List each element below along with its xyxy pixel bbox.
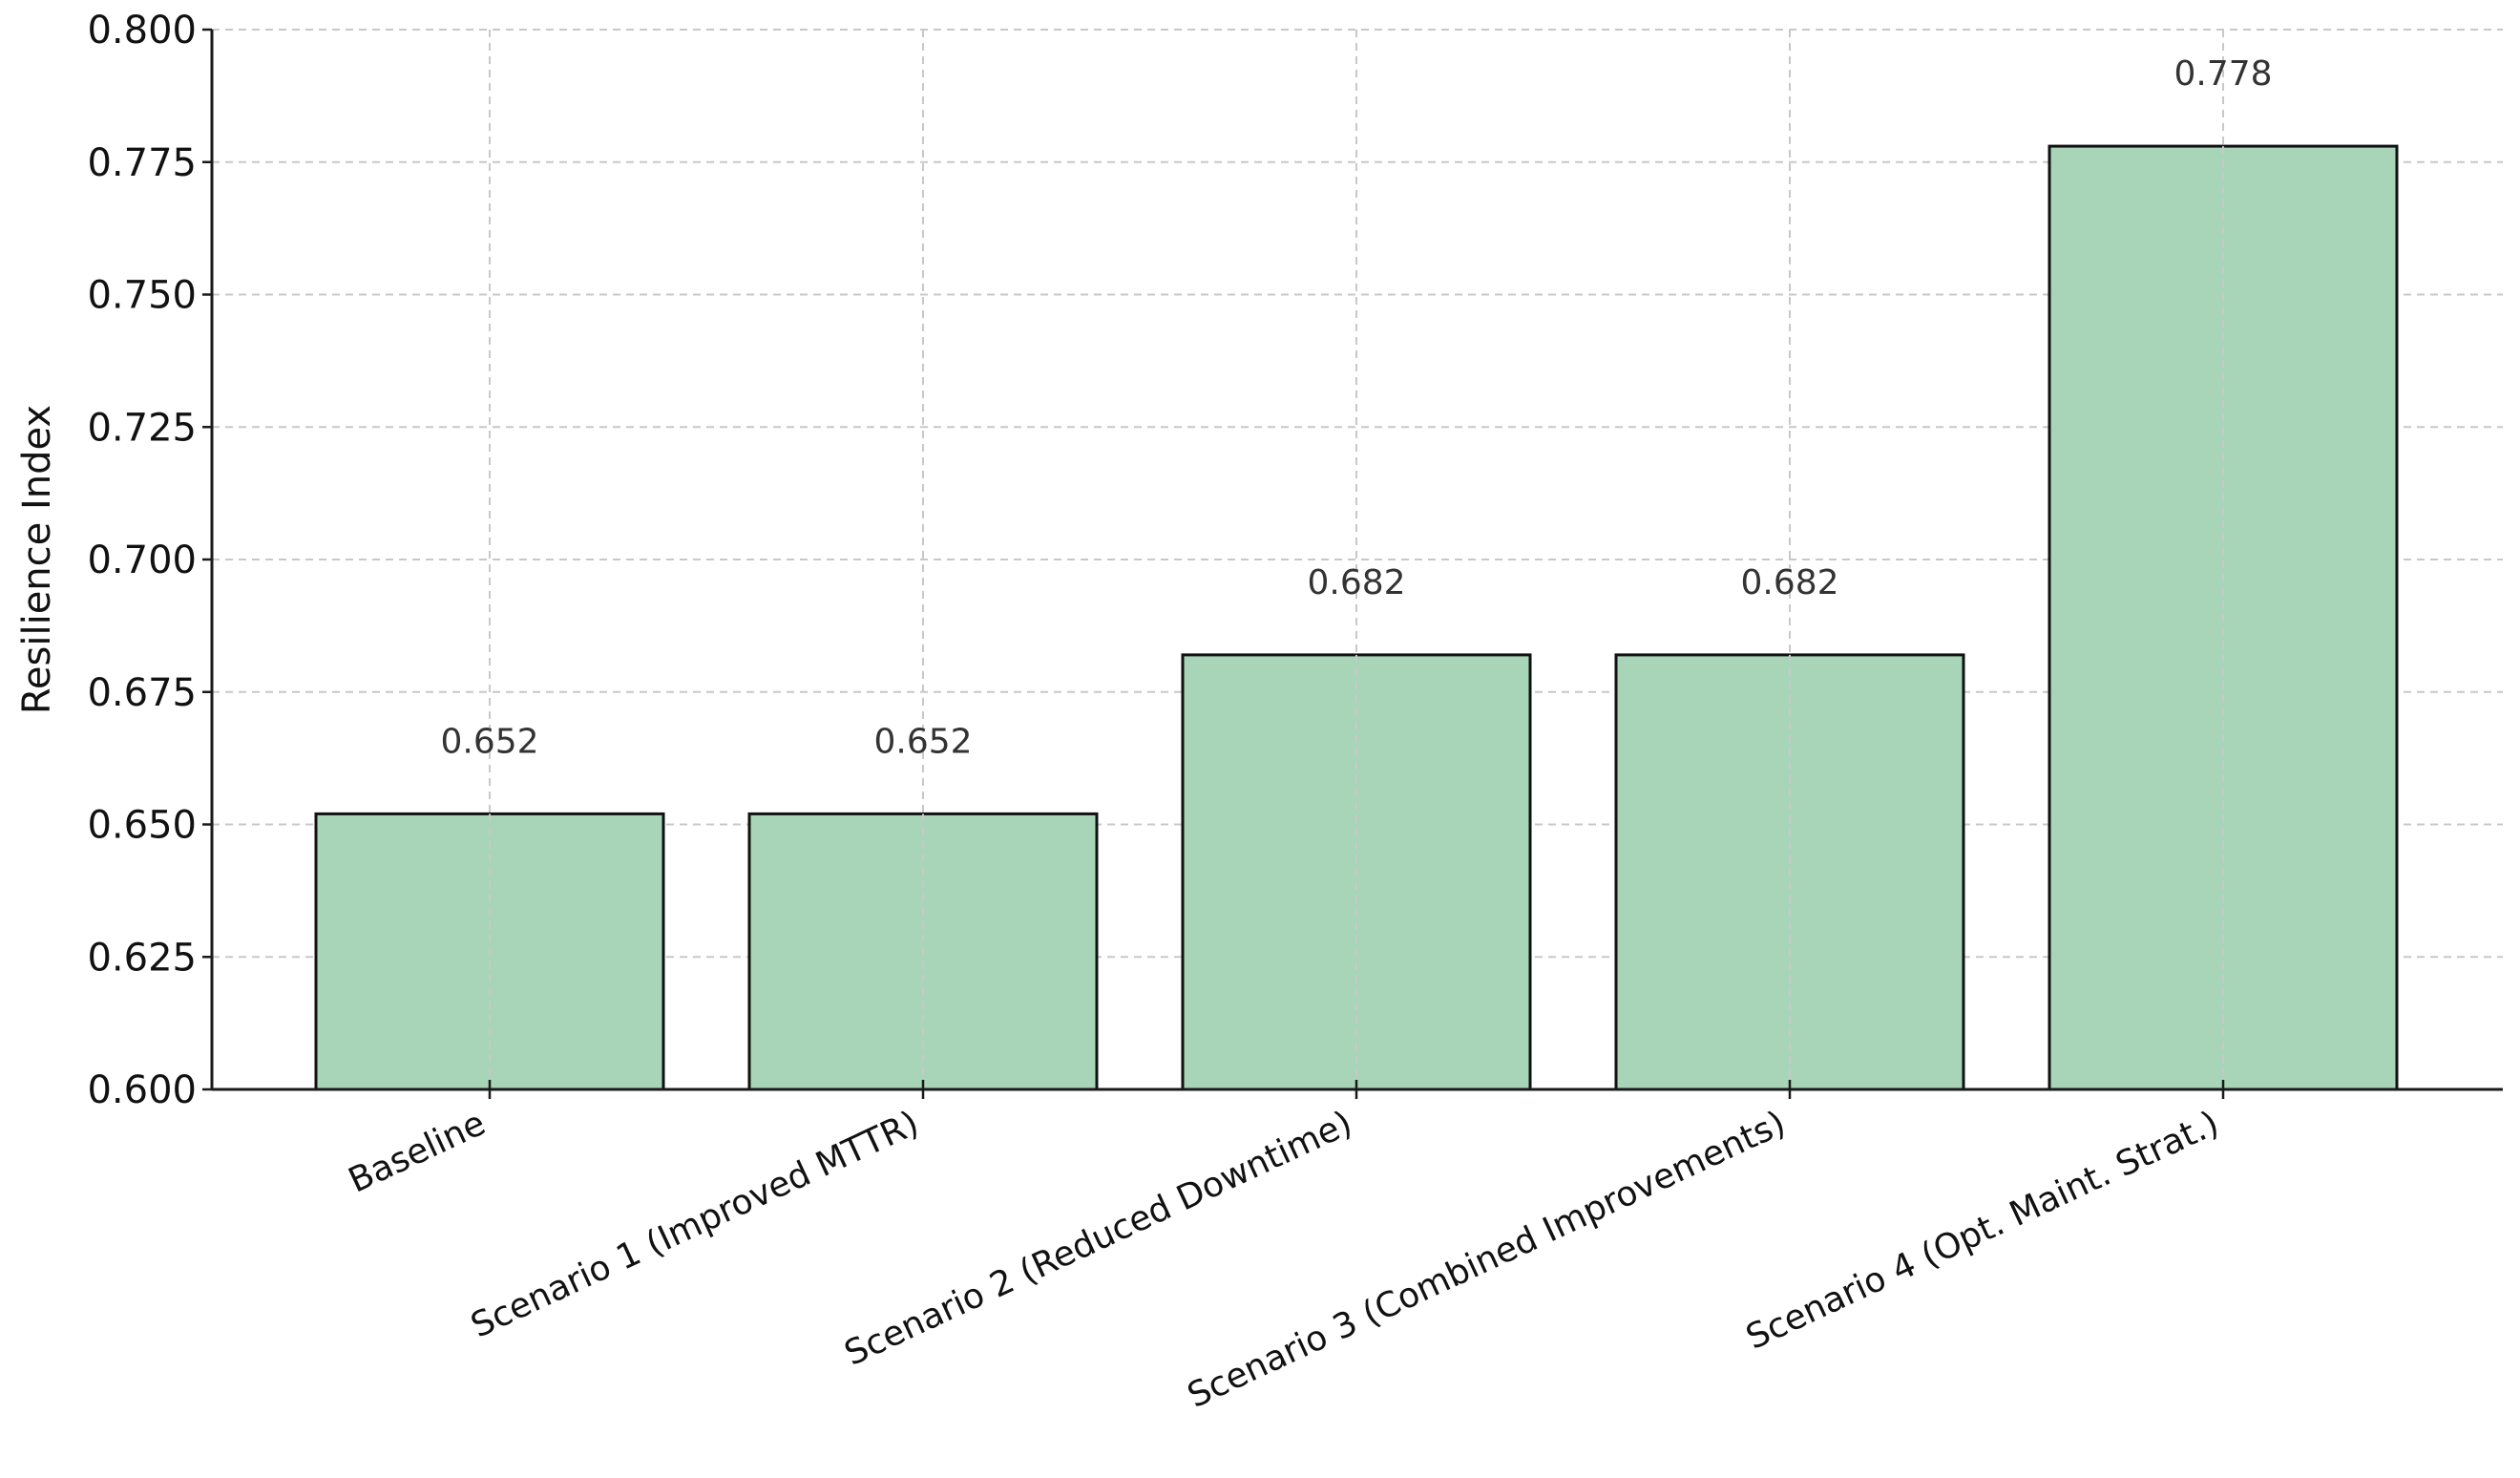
y-tick-label: 0.675 — [87, 671, 197, 715]
y-tick-label: 0.650 — [87, 804, 197, 848]
y-tick-label: 0.775 — [87, 141, 197, 185]
y-tick-label: 0.700 — [87, 538, 197, 582]
y-tick-label: 0.725 — [87, 406, 197, 450]
bar-value-label: 0.652 — [873, 722, 972, 761]
y-tick-label: 0.600 — [87, 1068, 197, 1112]
tick-layer — [202, 28, 2225, 1099]
x-category-label: Baseline — [343, 1104, 492, 1201]
y-axis-title: Resilience Index — [15, 405, 59, 714]
x-category-label: Scenario 4 (Opt. Maint. Strat.) — [1740, 1104, 2225, 1358]
y-tick-label: 0.800 — [87, 9, 197, 53]
y-tick-label: 0.750 — [87, 274, 197, 318]
y-tick-label: 0.625 — [87, 936, 197, 980]
bar-value-label: 0.682 — [1740, 563, 1838, 602]
x-category-label: Scenario 1 (Improved MTTR) — [465, 1104, 924, 1346]
bar-value-label: 0.652 — [440, 722, 538, 761]
bar-value-label: 0.778 — [2174, 54, 2272, 94]
x-category-label: Scenario 2 (Reduced Downtime) — [839, 1104, 1358, 1374]
bar-value-label: 0.682 — [1307, 563, 1405, 602]
bar-layer — [314, 144, 2399, 1091]
